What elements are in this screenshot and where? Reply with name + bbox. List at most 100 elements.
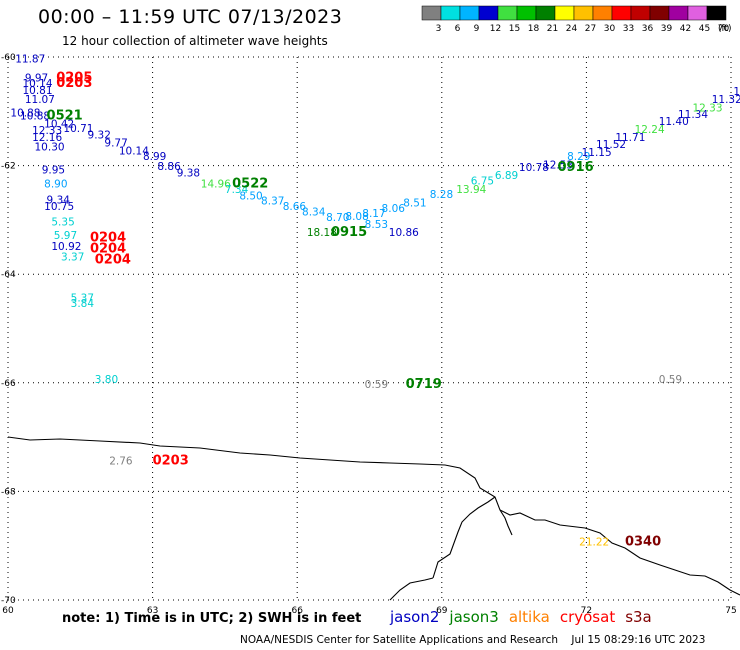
wave-height-label: 9.34 xyxy=(47,195,71,207)
coastline-inlet xyxy=(432,496,496,579)
wave-height-label: 21.22 xyxy=(579,537,609,549)
color-scale-label: 24 xyxy=(566,24,578,34)
wave-height-label: 18.18 xyxy=(307,227,337,239)
wave-height-label: 12.53 xyxy=(543,159,573,171)
satellite-legend-item: s3a xyxy=(625,608,652,626)
wave-height-label: 8.50 xyxy=(239,190,262,202)
wave-height-label: 8.86 xyxy=(157,161,181,173)
x-tick-label: 69 xyxy=(436,606,448,616)
y-tick-label: -64 xyxy=(1,270,16,280)
wave-height-label: 14.96 xyxy=(201,178,231,190)
y-tick-label: -68 xyxy=(1,487,16,497)
color-scale-label: 33 xyxy=(623,24,634,34)
wave-height-label: 11.34 xyxy=(678,109,708,121)
wave-height-label: 10.81 xyxy=(22,85,52,97)
wave-height-label: 3.80 xyxy=(95,374,118,386)
wave-height-label: 8.28 xyxy=(430,189,453,201)
wave-height-label: 8.08 xyxy=(345,211,368,223)
satellite-legend-item: jason3 xyxy=(449,608,499,626)
wave-height-label: 5.37 xyxy=(71,292,94,304)
page-subtitle: 12 hour collection of altimeter wave hei… xyxy=(62,34,328,48)
wave-height-label: 8.17 xyxy=(362,208,385,220)
pass-time-label: 0719 xyxy=(406,377,442,392)
wave-height-label: 8.53 xyxy=(365,219,388,231)
x-tick-label: 72 xyxy=(581,606,592,616)
wave-label-layer: 11.879.9710.1410.8111.0710.8810.8810.421… xyxy=(10,53,740,549)
x-tick-label: 75 xyxy=(725,606,736,616)
x-tick-label: 66 xyxy=(291,606,303,616)
wave-height-label: 10.14 xyxy=(22,78,52,90)
wave-height-label: 8.90 xyxy=(44,178,67,190)
wave-height-label: 9.38 xyxy=(177,167,200,179)
wave-height-label: 12.16 xyxy=(32,132,62,144)
wave-height-label: 9.95 xyxy=(42,165,65,177)
wave-height-label: 8.51 xyxy=(403,197,426,209)
wave-height-label: 0.59 xyxy=(659,374,682,386)
color-scale-label: 18 xyxy=(528,24,540,34)
pass-time-label: 0522 xyxy=(232,176,268,191)
wave-height-label: 10.88 xyxy=(20,110,50,122)
wave-height-label: 10.14 xyxy=(119,146,149,158)
color-scale-unit: (ft) xyxy=(718,24,732,34)
color-scale-label: 3 xyxy=(436,24,442,34)
wave-height-label: 11.07 xyxy=(25,94,55,106)
wave-height-label: 11.40 xyxy=(659,116,689,128)
wave-height-label: 11.15 xyxy=(582,147,612,159)
color-scale-label: 15 xyxy=(509,24,520,34)
color-scale-label: 6 xyxy=(455,24,461,34)
wave-height-label: 11.71 xyxy=(615,132,645,144)
color-scale-label: 27 xyxy=(585,24,596,34)
color-scale-legend: 3 6 9 12 15 18 21 24 27 30 33 36 39 42 45 70(ft) xyxy=(421,5,732,34)
wave-height-label: 13.94 xyxy=(456,184,486,196)
y-tick-label: -60 xyxy=(1,53,16,63)
wave-height-label: 12.24 xyxy=(635,124,665,136)
axis-labels: 60 63 66 69 72 75 -60 -62 -64 -66 -68 -70 xyxy=(1,53,737,616)
wave-height-label: 10.92 xyxy=(51,241,81,253)
color-scale-label: 12 xyxy=(490,24,501,34)
color-scale-label: 9 xyxy=(474,24,480,34)
satellite-legend: jason2 jason3 altika cryosat s3a xyxy=(390,608,662,626)
wave-height-label: 10.89 xyxy=(733,86,740,98)
satellite-legend-item: cryosat xyxy=(559,608,616,626)
wave-height-label: 10.86 xyxy=(389,227,419,239)
color-scale-swatch xyxy=(706,5,727,21)
wave-height-label: 12.33 xyxy=(32,125,62,137)
wave-height-label: 6.89 xyxy=(495,170,518,182)
wave-height-label: 5.97 xyxy=(54,230,77,242)
color-scale-label: 21 xyxy=(547,24,558,34)
wave-height-label: 8.06 xyxy=(382,203,406,215)
wave-height-label: 5.35 xyxy=(51,216,74,228)
pass-time-label: 0205 xyxy=(56,70,92,85)
credit-line: NOAA/NESDIS Center for Satellite Applica… xyxy=(240,634,706,646)
coastline-peninsula xyxy=(499,509,513,536)
color-scale-label: 42 xyxy=(680,24,691,34)
wave-height-label: 8.29 xyxy=(567,151,590,163)
pass-time-label: 0204 xyxy=(95,252,131,267)
wave-height-label: 8.37 xyxy=(261,196,284,208)
color-scale-label: 45 xyxy=(699,24,710,34)
wave-height-label: 10.75 xyxy=(44,201,74,213)
color-scale-label: 36 xyxy=(642,24,654,34)
color-scale-label: 30 xyxy=(604,24,616,34)
y-tick-label: -70 xyxy=(1,596,16,606)
wave-height-label: 7.34 xyxy=(225,184,249,196)
pass-time-label: 0915 xyxy=(331,225,367,240)
wave-height-label: 10.88 xyxy=(10,108,40,120)
units-note: note: 1) Time is in UTC; 2) SWH is in fe… xyxy=(62,611,362,626)
pass-time-label: 0340 xyxy=(625,535,661,550)
y-tick-label: -66 xyxy=(1,379,16,389)
wave-height-label: 10.78 xyxy=(519,162,549,174)
coastline-shelf xyxy=(389,577,434,601)
wave-height-label: 6.75 xyxy=(471,176,494,188)
wave-height-label: 2.76 xyxy=(109,455,133,467)
pass-time-label: 0916 xyxy=(557,160,593,175)
pass-time-label: 0521 xyxy=(47,108,83,123)
wave-height-label: 9.77 xyxy=(104,138,127,150)
wave-height-label: 11.87 xyxy=(15,53,45,65)
color-scale-label: 39 xyxy=(661,24,673,34)
wave-height-label: 11.52 xyxy=(596,139,626,151)
wave-height-label: 8.99 xyxy=(143,151,166,163)
wave-height-label: 8.34 xyxy=(302,207,326,219)
wave-height-label: 9.97 xyxy=(25,72,48,84)
